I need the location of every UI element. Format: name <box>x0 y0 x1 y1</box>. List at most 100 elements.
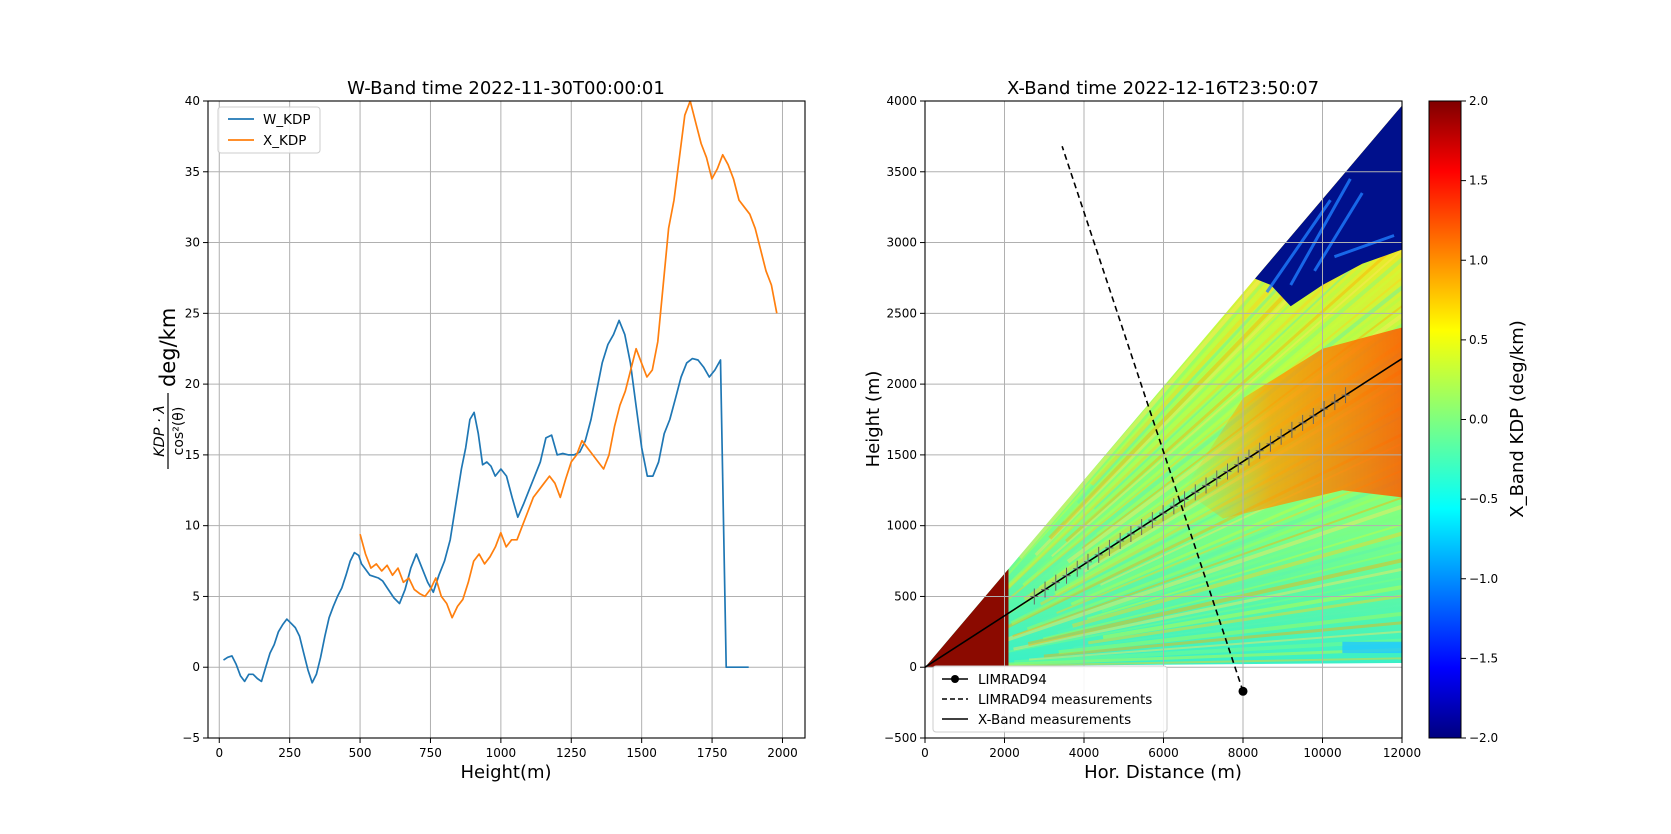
heatmap-streak <box>1029 628 1402 661</box>
right-y-tick-label: 2500 <box>886 306 917 320</box>
heatmap-streak <box>1088 589 1402 645</box>
left-series-lines <box>223 101 778 684</box>
right-overlay-lines <box>925 146 1402 696</box>
left-x-tick-label: 0 <box>215 746 223 760</box>
heatmap-streak <box>1051 234 1402 558</box>
heatmap-streak <box>1065 224 1402 543</box>
right-x-tick-label: 12000 <box>1383 746 1421 760</box>
left-x-tick-label: 1750 <box>697 746 728 760</box>
legend-marker-limrad94 <box>951 675 959 683</box>
left-y-axis-label: KDP · λ cos²(θ) deg/km <box>152 308 187 469</box>
left-x-tick-label: 2000 <box>767 746 798 760</box>
left-chart-title: W-Band time 2022-11-30T00:00:01 <box>347 78 665 99</box>
legend-label-w-kdp: W_KDP <box>263 112 311 128</box>
heatmap-streak <box>1026 476 1402 631</box>
heatmap-streak <box>1042 543 1402 640</box>
heatmap-near-range-region <box>925 568 1009 668</box>
colorbar-tick-label: −1.0 <box>1469 572 1498 586</box>
colorbar-tick-label: 2.0 <box>1469 94 1488 108</box>
heatmap-bottom-strip <box>1342 641 1402 654</box>
heatmap-streak <box>1041 466 1402 624</box>
left-axis-ticks: 0 250 500 750 1000 1250 1500 1750 2000 −5 0 5 10 15 20… <box>182 94 797 760</box>
y-label-denominator: cos²(θ) <box>171 407 187 456</box>
colorbar-tick-label: −2.0 <box>1469 731 1498 745</box>
colorbar-tick-label: 1.5 <box>1469 174 1488 188</box>
heatmap-upper-streak <box>1289 178 1352 286</box>
left-y-tick-label: 30 <box>185 236 200 250</box>
left-x-tick-label: 750 <box>419 746 442 760</box>
legend-label-limrad94: LIMRAD94 <box>978 672 1047 688</box>
heatmap-streak <box>993 270 1402 614</box>
heatmap-upper-streak <box>1265 199 1332 293</box>
heatmap-streak <box>1022 252 1402 587</box>
left-y-tick-label: 0 <box>192 660 200 674</box>
limrad94-point <box>1238 686 1248 696</box>
heatmap-streak <box>1012 486 1402 638</box>
legend-label-limrad94-measurements: LIMRAD94 measurements <box>978 692 1152 708</box>
y-label-numerator: KDP · λ <box>152 405 168 457</box>
left-y-tick-label: 15 <box>185 448 200 462</box>
left-y-tick-label: 35 <box>185 165 200 179</box>
heatmap-streak <box>1008 261 1402 600</box>
right-x-tick-label: 0 <box>921 746 929 760</box>
heatmap-streak <box>1102 579 1402 640</box>
left-x-tick-label: 1250 <box>556 746 587 760</box>
right-y-tick-label: −500 <box>884 731 917 745</box>
left-plot-frame <box>207 100 806 739</box>
right-y-tick-label: 500 <box>894 589 917 603</box>
right-axis-ticks: 0 2000 4000 6000 8000 10000 12000 −500 0 500 1000 1… <box>884 94 1421 760</box>
legend-label-x-kdp: X_KDP <box>263 133 306 149</box>
heatmap-streak <box>1027 551 1402 647</box>
heatmap-streak <box>997 494 1402 645</box>
heatmap-streak <box>1057 533 1402 634</box>
heatmap-streak <box>998 571 1402 655</box>
right-chart-title: X-Band time 2022-12-16T23:50:07 <box>1007 78 1319 99</box>
heatmap-streak <box>1071 523 1402 628</box>
right-y-tick-label: 3500 <box>886 165 917 179</box>
left-y-tick-label: 40 <box>185 94 200 108</box>
right-x-tick-label: 6000 <box>1148 746 1179 760</box>
right-x-tick-label: 10000 <box>1303 746 1341 760</box>
colorbar-ticks: 2.0 1.5 1.0 0.5 0.0 −0.5 −1.0 −1.5 −2.0 <box>1461 94 1498 745</box>
right-legend: LIMRAD94 LIMRAD94 measurements X-Band me… <box>932 665 1168 733</box>
right-x-axis-label: Hor. Distance (m) <box>1084 762 1242 783</box>
right-y-tick-label: 0 <box>909 660 917 674</box>
right-legend-box <box>932 665 1168 733</box>
right-y-tick-label: 2000 <box>886 377 917 391</box>
x-band-heatmap: X-Band time 2022-12-16T23:50:07 0 2000 400… <box>863 78 1528 783</box>
right-x-tick-label: 4000 <box>1069 746 1100 760</box>
colorbar-tick-label: −1.5 <box>1469 651 1498 665</box>
colorbar-label: X_Band KDP (deg/km) <box>1507 320 1528 518</box>
left-y-tick-label: 5 <box>192 589 200 603</box>
limrad94-measurement-line <box>1061 146 1244 692</box>
right-y-axis-label: Height (m) <box>863 371 884 468</box>
heatmap-streak <box>1043 618 1402 658</box>
heatmap-streak <box>1013 561 1402 651</box>
left-x-tick-label: 1000 <box>486 746 517 760</box>
left-x-tick-label: 250 <box>278 746 301 760</box>
series-line-w-kdp <box>223 319 749 684</box>
left-x-tick-label: 500 <box>349 746 372 760</box>
heatmap-streak <box>1073 599 1402 649</box>
heatmap-streak <box>1036 242 1402 573</box>
right-y-tick-label: 3000 <box>886 236 917 250</box>
legend-label-xband-measurements: X-Band measurements <box>978 712 1131 728</box>
colorbar: 2.0 1.5 1.0 0.5 0.0 −0.5 −1.0 −1.5 −2.0 X_Band K… <box>1428 94 1528 745</box>
heatmap-streak <box>1101 504 1402 613</box>
heatmap-streak <box>1078 215 1402 527</box>
right-y-tick-label: 1500 <box>886 448 917 462</box>
left-legend: W_KDP X_KDP <box>217 106 321 154</box>
colorbar-tick-label: 0.5 <box>1469 333 1488 347</box>
left-y-tick-label: 25 <box>185 306 200 320</box>
right-x-tick-label: 8000 <box>1228 746 1259 760</box>
heatmap-upper-streak <box>1333 234 1395 259</box>
left-y-tick-label: −5 <box>182 731 200 745</box>
heatmap-streak <box>1058 608 1402 655</box>
left-y-tick-label: 10 <box>185 519 200 533</box>
heatmap-streak <box>984 656 1402 668</box>
right-x-tick-label: 2000 <box>989 746 1020 760</box>
left-y-tick-label: 20 <box>185 377 200 391</box>
right-y-tick-label: 4000 <box>886 94 917 108</box>
right-y-tick-label: 1000 <box>886 519 917 533</box>
left-grid <box>208 100 805 739</box>
